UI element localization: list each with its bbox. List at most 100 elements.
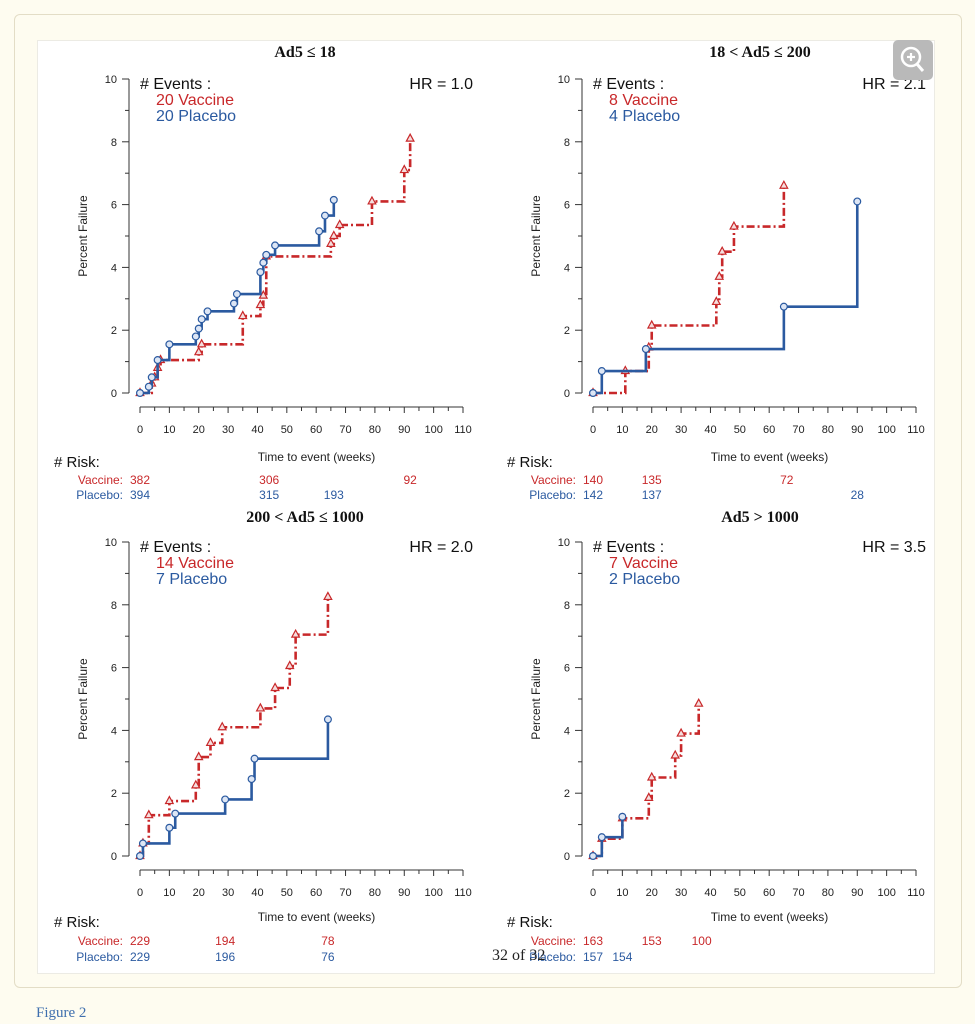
placebo-event-marker <box>262 250 271 259</box>
y-axis-label: Percent Failure <box>76 195 90 277</box>
hazard-ratio: HR = 1.0 <box>409 76 473 93</box>
vaccine-event-marker <box>643 792 654 802</box>
figure-image[interactable] <box>37 40 935 974</box>
placebo-event-marker <box>191 332 200 341</box>
vaccine-event-marker <box>676 727 686 737</box>
events-vaccine: 14 Vaccine <box>156 555 234 572</box>
x-tick-label: 10 <box>163 887 175 899</box>
placebo-event-marker <box>250 754 259 763</box>
page-number: 32 of 32 <box>492 947 546 964</box>
x-axis-label: Time to event (weeks) <box>711 450 829 464</box>
risk-vaccine-label: Vaccine: <box>531 473 576 487</box>
risk-placebo-count: 196 <box>215 950 235 964</box>
placebo-event-marker <box>618 812 627 821</box>
placebo-event-marker <box>641 345 650 354</box>
placebo-event-marker <box>153 356 162 365</box>
vaccine-event-marker <box>144 809 154 819</box>
vaccine-event-marker <box>190 779 201 789</box>
y-tick-label: 2 <box>564 788 570 800</box>
x-tick-label: 70 <box>792 887 804 899</box>
x-tick-label: 90 <box>398 424 410 436</box>
x-tick-label: 60 <box>763 887 775 899</box>
x-tick-label: 0 <box>590 424 596 436</box>
risk-placebo-count: 394 <box>130 488 150 502</box>
y-axis-label: Percent Failure <box>76 658 90 740</box>
placebo-event-marker <box>171 809 180 818</box>
y-tick-label: 2 <box>111 788 117 800</box>
events-placebo: 2 Placebo <box>609 571 680 588</box>
y-tick-label: 10 <box>105 74 117 86</box>
placebo-event-marker <box>271 241 280 250</box>
placebo-event-marker <box>779 302 788 311</box>
risk-placebo-label: Placebo: <box>76 488 123 502</box>
placebo-event-marker <box>588 851 597 860</box>
x-tick-label: 110 <box>454 424 472 436</box>
x-tick-label: 100 <box>877 887 895 899</box>
series-placebo-line <box>140 719 330 858</box>
vaccine-event-marker <box>779 180 789 189</box>
vaccine-event-marker <box>646 771 657 781</box>
series-placebo-line <box>593 816 624 858</box>
x-tick-label: 70 <box>792 424 804 436</box>
x-tick-label: 90 <box>851 424 863 436</box>
vaccine-event-marker <box>284 660 295 670</box>
vaccine-event-marker <box>323 591 333 601</box>
x-axis-label: Time to event (weeks) <box>258 910 376 924</box>
x-tick-label: 50 <box>734 887 746 899</box>
vaccine-event-marker <box>670 749 681 759</box>
vaccine-event-marker <box>255 702 266 712</box>
placebo-event-marker <box>194 324 203 333</box>
y-tick-label: 2 <box>564 325 570 337</box>
placebo-event-marker <box>203 307 212 316</box>
chart-title: 200 < Ad5 ≤ 1000 <box>246 509 363 526</box>
placebo-event-marker <box>136 389 145 398</box>
x-tick-label: 0 <box>590 887 596 899</box>
x-axis-label: Time to event (weeks) <box>711 910 829 924</box>
vaccine-event-marker <box>237 310 248 320</box>
y-tick-label: 10 <box>105 537 117 549</box>
placebo-event-marker <box>597 833 606 842</box>
vaccine-event-marker <box>711 296 722 306</box>
y-tick-label: 8 <box>111 137 117 149</box>
placebo-event-marker <box>138 839 147 848</box>
vaccine-event-marker <box>255 299 266 309</box>
y-tick-label: 8 <box>564 137 570 149</box>
placebo-event-marker <box>329 195 338 204</box>
vaccine-event-marker <box>405 132 415 142</box>
risk-placebo-count: 28 <box>851 488 865 502</box>
x-tick-label: 70 <box>339 424 351 436</box>
events-placebo: 20 Placebo <box>156 108 236 125</box>
vaccine-event-marker <box>334 219 345 229</box>
x-axis-label: Time to event (weeks) <box>258 450 376 464</box>
risk-vaccine-count: 140 <box>583 473 603 487</box>
chart-title: Ad5 ≤ 18 <box>274 44 335 61</box>
placebo-event-marker <box>588 389 597 398</box>
x-tick-label: 50 <box>281 887 293 899</box>
risk-header: # Risk: <box>507 454 553 471</box>
y-tick-label: 0 <box>564 388 570 400</box>
y-tick-label: 8 <box>564 600 570 612</box>
risk-vaccine-count: 100 <box>692 934 712 948</box>
vaccine-event-marker <box>714 271 725 280</box>
x-tick-label: 100 <box>424 424 442 436</box>
vaccine-event-marker <box>367 195 377 205</box>
zoom-button[interactable] <box>893 40 933 80</box>
risk-vaccine-count: 135 <box>642 473 662 487</box>
events-vaccine: 20 Vaccine <box>156 92 234 109</box>
risk-header: # Risk: <box>507 914 553 931</box>
y-axis-label: Percent Failure <box>529 658 543 740</box>
figure-caption[interactable]: Figure 2 <box>36 1005 87 1021</box>
x-tick-label: 30 <box>675 887 687 899</box>
events-placebo: 4 Placebo <box>609 108 680 125</box>
x-tick-label: 40 <box>704 887 716 899</box>
risk-placebo-label: Placebo: <box>529 950 576 964</box>
x-tick-label: 20 <box>646 887 658 899</box>
y-tick-label: 0 <box>111 388 117 400</box>
x-tick-label: 30 <box>222 424 234 436</box>
y-tick-label: 6 <box>111 663 117 675</box>
placebo-event-marker <box>232 290 241 299</box>
y-tick-label: 4 <box>564 725 570 737</box>
risk-vaccine-count: 306 <box>259 473 279 487</box>
risk-vaccine-label: Vaccine: <box>78 934 123 948</box>
